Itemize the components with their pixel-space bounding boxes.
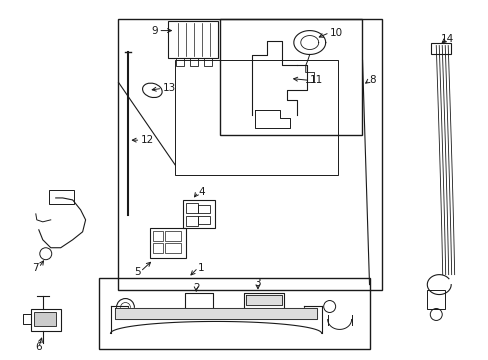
Text: 11: 11 [309,75,323,85]
Bar [198,205,210,213]
Text: 1: 1 [198,263,204,273]
Bar [186,216,198,226]
Text: 14: 14 [440,33,453,44]
Bar [430,42,450,54]
Bar [203,58,212,67]
Bar [31,310,61,332]
Text: 8: 8 [369,75,375,85]
Text: 10: 10 [329,28,342,37]
Bar [153,243,163,253]
Text: 13: 13 [162,84,175,93]
Bar [183,200,215,228]
Bar [220,19,361,135]
Text: 5: 5 [134,267,140,276]
Text: 7: 7 [32,263,39,273]
Bar [165,231,181,241]
Bar [176,58,184,67]
Bar [118,19,382,289]
Bar [34,312,56,327]
Bar [190,58,198,67]
Text: 3: 3 [254,278,261,288]
Text: 4: 4 [198,187,204,197]
Bar [175,60,337,175]
Bar [186,203,198,213]
Polygon shape [245,294,281,305]
Text: 2: 2 [192,283,199,293]
Bar [168,21,218,58]
Text: 12: 12 [140,135,153,145]
Bar [427,289,444,310]
Bar [49,190,74,204]
Bar [198,216,210,224]
Bar [165,243,181,253]
Bar [150,228,186,258]
Bar [99,278,369,349]
Polygon shape [115,307,316,319]
Bar [153,231,163,241]
Text: 9: 9 [151,26,158,36]
Text: 6: 6 [36,342,42,352]
